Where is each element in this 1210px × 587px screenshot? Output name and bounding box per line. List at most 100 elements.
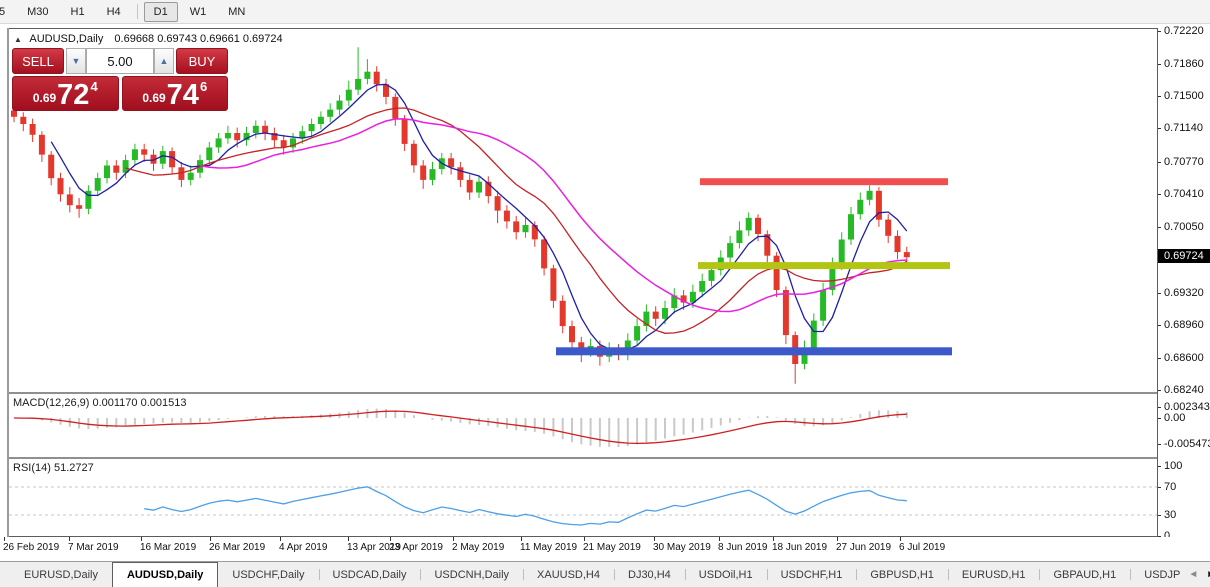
rsi-tick: 70 — [1158, 481, 1210, 493]
macd-label: MACD(12,26,9) 0.001170 0.001513 — [13, 397, 187, 409]
rsi-svg[interactable] — [9, 459, 1157, 535]
price-tick: 0.69320 — [1158, 287, 1210, 299]
chart-tab-usdchf-daily[interactable]: USDCHF,Daily — [232, 568, 305, 581]
date-label: 16 Mar 2019 — [140, 542, 197, 553]
date-tick-mark — [521, 537, 522, 541]
timeframe-w1[interactable]: W1 — [189, 5, 207, 18]
date-label: 26 Feb 2019 — [3, 542, 60, 553]
macd-svg[interactable] — [9, 394, 1157, 457]
sell-button[interactable]: SELL — [12, 48, 64, 74]
rsi-label: RSI(14) 51.2727 — [13, 462, 94, 474]
ohlc-values: 0.69668 0.69743 0.69661 0.69724 — [114, 33, 283, 45]
timeframe-h1[interactable]: H1 — [70, 5, 85, 18]
chart-tab-xauusd-h4[interactable]: XAUUSD,H4 — [523, 562, 614, 587]
rsi-tick: 30 — [1158, 509, 1210, 521]
timeframe-mn[interactable]: MN — [228, 5, 246, 18]
chart-tab-audusd-daily[interactable]: AUDUSD,Daily — [111, 562, 219, 587]
chart-tab-usdjp[interactable]: USDJP — [1130, 562, 1180, 587]
date-tick-mark — [69, 537, 70, 541]
date-label: 8 Jun 2019 — [718, 542, 768, 553]
level-support — [556, 347, 952, 356]
rsi-pane[interactable]: RSI(14) 51.2727 — [9, 459, 1157, 537]
chart-tab-gbpaud-h1[interactable]: GBPAUD,H1 — [1039, 562, 1130, 587]
timeframe-toolbar: 5 M30 H1 H4 D1 W1 MN — [0, 0, 1210, 24]
rsi-axis[interactable]: 100 70 30 0 — [1157, 459, 1210, 542]
date-label: 26 Mar 2019 — [209, 542, 266, 553]
price-tick: 0.68240 — [1158, 384, 1210, 396]
chart-tab-usdcad-daily[interactable]: USDCAD,Daily — [318, 562, 421, 587]
current-price-tag: 0.69724 — [1158, 249, 1210, 264]
buy-price-big: 74 — [166, 79, 199, 111]
date-label: 23 Apr 2019 — [389, 542, 443, 553]
price-svg[interactable] — [9, 29, 1157, 393]
date-label: 27 Jun 2019 — [836, 542, 892, 553]
buy-price-base: 0.69 — [142, 91, 166, 105]
tab-scroll-left-icon[interactable]: ◄ — [1188, 569, 1199, 580]
date-label: 6 Jul 2019 — [899, 542, 946, 553]
price-chart-pane[interactable]: ▲ AUDUSD,Daily 0.69668 0.69743 0.69661 0… — [9, 28, 1157, 394]
sell-price-big: 72 — [57, 79, 90, 111]
date-tick-mark — [390, 537, 391, 541]
timeframe-5[interactable]: 5 — [0, 5, 6, 18]
tab-scroll-right-icon[interactable]: ► — [1206, 569, 1210, 580]
price-tick: 0.71140 — [1158, 122, 1210, 134]
chart-tab-gbpusd-h1[interactable]: GBPUSD,H1 — [856, 562, 948, 587]
date-tick-mark — [4, 537, 5, 541]
chart-tab-usdoil-h1[interactable]: USDOil,H1 — [684, 562, 767, 587]
price-tick: 0.70770 — [1158, 156, 1210, 168]
macd-pane[interactable]: MACD(12,26,9) 0.001170 0.001513 — [9, 394, 1157, 459]
rsi-tick: 0 — [1158, 530, 1210, 542]
date-tick-mark — [654, 537, 655, 541]
price-tick: 0.71500 — [1158, 90, 1210, 102]
tab-scroll-arrows: ◄ ► — [1180, 562, 1210, 587]
price-tick: 0.68600 — [1158, 352, 1210, 364]
timeframe-h4[interactable]: H4 — [106, 5, 121, 18]
sell-price-button[interactable]: 0.69 72 4 — [12, 76, 119, 111]
window-left-border — [7, 28, 9, 561]
macd-tick: 0.002343 — [1158, 401, 1210, 413]
chart-tab-bar: EURUSD,Daily AUDUSD,Daily USDCHF,Daily USDC… — [0, 561, 1210, 587]
toolbar-separator — [136, 4, 138, 19]
price-tick: 0.71860 — [1158, 58, 1210, 70]
candlestick-chart[interactable] — [9, 29, 1157, 392]
price-tick: 0.72220 — [1158, 25, 1210, 37]
volume-decrease-button[interactable]: ▼ — [66, 48, 86, 74]
macd-chart[interactable] — [9, 394, 1157, 457]
date-tick-mark — [837, 537, 838, 541]
date-tick-mark — [348, 537, 349, 541]
date-label: 11 May 2019 — [520, 542, 578, 553]
collapse-triangle-icon[interactable]: ▲ — [14, 35, 22, 44]
chart-tab-eurusd-h1[interactable]: EURUSD,H1 — [947, 562, 1040, 587]
date-label: 13 Apr 2019 — [347, 542, 401, 553]
sell-price-base: 0.69 — [32, 91, 57, 105]
price-axis[interactable]: 0.72220 0.71860 0.71500 0.71140 0.70770 0.704… — [1157, 25, 1210, 396]
sell-price-pip: 4 — [90, 79, 98, 94]
date-label: 7 Mar 2019 — [68, 542, 119, 553]
buy-button[interactable]: BUY — [176, 48, 228, 74]
date-axis[interactable]: 26 Feb 2019 7 Mar 2019 16 Mar 2019 26 Mar 2… — [0, 537, 1210, 561]
price-tick: 0.68960 — [1158, 319, 1210, 331]
timeframe-m30[interactable]: M30 — [27, 5, 49, 18]
chart-title: ▲ AUDUSD,Daily 0.69668 0.69743 0.69661 0… — [14, 33, 283, 45]
date-tick-mark — [453, 537, 454, 541]
chart-tab-usdchf-h1[interactable]: USDCHF,H1 — [766, 562, 857, 587]
price-tick: 0.70410 — [1158, 188, 1210, 200]
macd-tick: -0.005473 — [1158, 438, 1210, 450]
tabs: EURUSD,Daily AUDUSD,Daily USDCHF,Daily USDC… — [10, 562, 1180, 587]
volume-increase-button[interactable]: ▲ — [154, 48, 174, 74]
buy-price-button[interactable]: 0.69 74 6 — [121, 76, 228, 111]
date-label: 2 May 2019 — [452, 542, 505, 553]
rsi-chart[interactable] — [9, 459, 1157, 536]
date-tick-mark — [280, 537, 281, 541]
chart-tab-usdcnh-daily[interactable]: USDCNH,Daily — [420, 562, 523, 587]
macd-axis[interactable]: 0.002343 0.00 -0.005473 — [1157, 394, 1210, 459]
date-label: 21 May 2019 — [583, 542, 641, 553]
level-resistance — [700, 178, 948, 186]
chart-tab-eurusd-daily[interactable]: EURUSD,Daily — [24, 568, 98, 581]
timeframe-d1[interactable]: D1 — [143, 1, 178, 22]
volume-input[interactable] — [86, 48, 154, 74]
date-label: 18 Jun 2019 — [772, 542, 828, 553]
rsi-tick: 100 — [1158, 460, 1210, 472]
one-click-trade-panel: SELL ▼ ▲ BUY 0.69 72 4 0.69 74 6 — [12, 48, 228, 111]
chart-tab-dj30-h4[interactable]: DJ30,H4 — [614, 562, 685, 587]
